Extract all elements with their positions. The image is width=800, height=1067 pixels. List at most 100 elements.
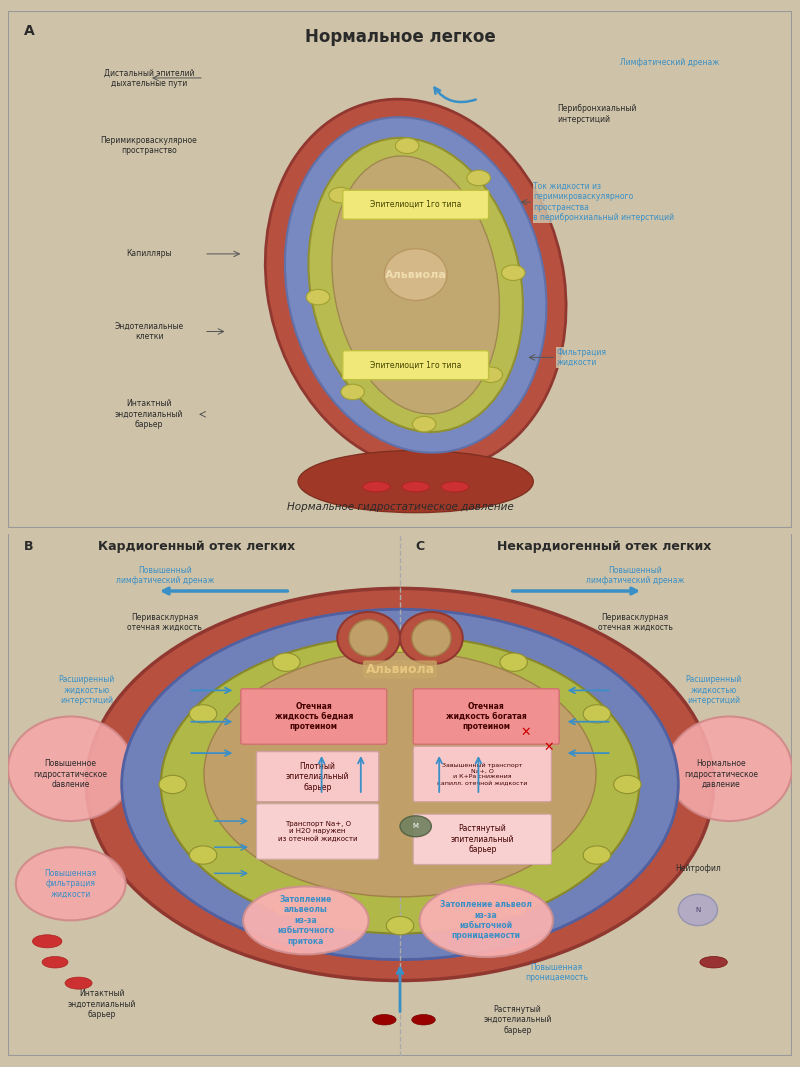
FancyBboxPatch shape	[342, 190, 489, 219]
Text: Фильтрация
жидкости: Фильтрация жидкости	[557, 348, 606, 367]
Ellipse shape	[122, 609, 678, 959]
Ellipse shape	[583, 704, 610, 723]
Text: Интактный
эндотелиальный
барьер: Интактный эндотелиальный барьер	[68, 989, 136, 1019]
FancyBboxPatch shape	[414, 814, 551, 864]
Text: Эпителиоцит 1го типа: Эпителиоцит 1го типа	[370, 361, 462, 369]
Ellipse shape	[341, 384, 365, 400]
FancyBboxPatch shape	[241, 689, 386, 744]
Text: Некардиогенный отек легких: Некардиогенный отек легких	[497, 540, 711, 553]
Text: Повышенная
проницаемость: Повышенная проницаемость	[526, 964, 588, 983]
FancyBboxPatch shape	[257, 803, 379, 859]
Text: A: A	[24, 25, 34, 38]
Text: ✕: ✕	[520, 726, 530, 738]
Ellipse shape	[204, 651, 596, 897]
Ellipse shape	[402, 481, 430, 492]
Text: Нормальное
гидростатическое
давление: Нормальное гидростатическое давление	[685, 759, 758, 789]
Text: Капилляры: Капилляры	[126, 250, 172, 258]
Text: Нормальное гидростатическое давление: Нормальное гидростатическое давление	[286, 503, 514, 512]
Text: Эндотелиальные
клетки: Эндотелиальные клетки	[114, 322, 184, 341]
Ellipse shape	[395, 138, 419, 154]
Ellipse shape	[306, 289, 330, 305]
Ellipse shape	[386, 634, 414, 652]
Text: М: М	[413, 824, 418, 829]
Text: Интактный
эндотелиальный
барьер: Интактный эндотелиальный барьер	[115, 399, 183, 429]
Ellipse shape	[42, 956, 68, 968]
Text: Растянутый
эндотелиальный
барьер: Растянутый эндотелиальный барьер	[483, 1005, 552, 1035]
Text: Эпителиоцит 1го типа: Эпителиоцит 1го типа	[370, 201, 462, 209]
Text: Повышенный
лимфатический дренаж: Повышенный лимфатический дренаж	[115, 566, 214, 585]
Ellipse shape	[678, 894, 718, 925]
Ellipse shape	[298, 450, 534, 512]
Text: Затопление
альвеолы
из-за
избыточного
притока: Затопление альвеолы из-за избыточного пр…	[278, 895, 334, 945]
Text: Затопление альвеол
из-за
избыточной
проницаемости: Затопление альвеол из-за избыточной прон…	[440, 901, 532, 940]
Text: Дистальный эпителий
дыхательные пути: Дистальный эпителий дыхательные пути	[104, 68, 194, 87]
Text: Повышенный
лимфатический дренаж: Повышенный лимфатический дренаж	[586, 566, 685, 585]
Ellipse shape	[332, 156, 499, 414]
Ellipse shape	[190, 704, 217, 723]
Ellipse shape	[190, 846, 217, 864]
Ellipse shape	[273, 653, 300, 671]
Ellipse shape	[412, 620, 451, 656]
Ellipse shape	[273, 897, 300, 915]
Text: N: N	[695, 907, 701, 913]
Ellipse shape	[33, 935, 62, 947]
Text: Транспорт Na+, О
и H2O наружен
из отечной жидкости: Транспорт Na+, О и H2O наружен из отечно…	[278, 822, 358, 842]
Text: Повышенное
гидростатическое
dавление: Повышенное гидростатическое dавление	[34, 759, 108, 789]
Ellipse shape	[467, 170, 490, 186]
Ellipse shape	[329, 188, 352, 203]
Text: Отечная
жидкость бедная
протеином: Отечная жидкость бедная протеином	[274, 702, 353, 731]
Ellipse shape	[8, 716, 134, 822]
Text: Кардиогенный отек легких: Кардиогенный отек легких	[98, 540, 294, 553]
Ellipse shape	[86, 588, 714, 981]
Text: B: B	[24, 540, 33, 553]
Text: Нейтрофил: Нейтрофил	[675, 863, 721, 873]
Text: Завышенный транспорт
Na+, О
и К+Ра снижения
капилл. отечной жидкости: Завышенный транспорт Na+, О и К+Ра сниже…	[437, 763, 527, 785]
FancyBboxPatch shape	[342, 351, 489, 380]
FancyBboxPatch shape	[414, 689, 559, 744]
Ellipse shape	[362, 481, 390, 492]
Ellipse shape	[583, 846, 610, 864]
Ellipse shape	[500, 653, 527, 671]
Text: Альвиола: Альвиола	[366, 663, 434, 675]
Text: Ток жидкости из
перимикроваскулярного
пространства
в перибронхиальный интерстици: Ток жидкости из перимикроваскулярного пр…	[534, 182, 674, 222]
Ellipse shape	[502, 265, 525, 281]
Ellipse shape	[479, 367, 502, 382]
FancyBboxPatch shape	[257, 751, 379, 801]
Ellipse shape	[666, 716, 792, 822]
Ellipse shape	[614, 776, 641, 794]
Ellipse shape	[500, 897, 527, 915]
Ellipse shape	[243, 887, 369, 954]
Text: Расширенный
жидкостью
интерстиций: Расширенный жидкостью интерстиций	[58, 675, 114, 705]
Ellipse shape	[400, 816, 431, 837]
Ellipse shape	[384, 249, 447, 301]
Ellipse shape	[309, 138, 523, 432]
Ellipse shape	[159, 776, 186, 794]
Ellipse shape	[338, 611, 400, 664]
Ellipse shape	[349, 620, 388, 656]
Ellipse shape	[266, 99, 566, 471]
Ellipse shape	[386, 917, 414, 935]
Ellipse shape	[400, 611, 462, 664]
Text: Перивасклурная
отечная жидкость: Перивасклурная отечная жидкость	[127, 612, 202, 632]
Ellipse shape	[161, 636, 639, 934]
Text: Альвиола: Альвиола	[385, 270, 446, 280]
Ellipse shape	[373, 1015, 396, 1025]
Ellipse shape	[700, 956, 727, 968]
Text: Расширенный
жидкостью
интерстиций: Расширенный жидкостью интерстиций	[686, 675, 742, 705]
Text: Повышенная
фильтрация
жидкости: Повышенная фильтрация жидкости	[45, 869, 97, 898]
Text: Перибронхиальный
интерстиций: Перибронхиальный интерстиций	[557, 105, 636, 124]
Text: ✕: ✕	[544, 742, 554, 754]
Text: Отечная
жидкость богатая
протеином: Отечная жидкость богатая протеином	[446, 702, 526, 731]
Ellipse shape	[285, 117, 546, 452]
Text: C: C	[416, 540, 425, 553]
Ellipse shape	[65, 977, 92, 989]
Ellipse shape	[420, 883, 553, 957]
Text: Растянутый
эпителиальный
барьер: Растянутый эпителиальный барьер	[450, 825, 514, 855]
Text: Перивасклурная
отечная жидкость: Перивасклурная отечная жидкость	[598, 612, 673, 632]
Text: Плотный
эпителиальный
барьер: Плотный эпителиальный барьер	[286, 762, 350, 792]
Text: Нормальное легкое: Нормальное легкое	[305, 28, 495, 46]
Ellipse shape	[412, 1015, 435, 1025]
Ellipse shape	[413, 416, 436, 432]
Ellipse shape	[441, 481, 469, 492]
FancyBboxPatch shape	[414, 746, 551, 801]
